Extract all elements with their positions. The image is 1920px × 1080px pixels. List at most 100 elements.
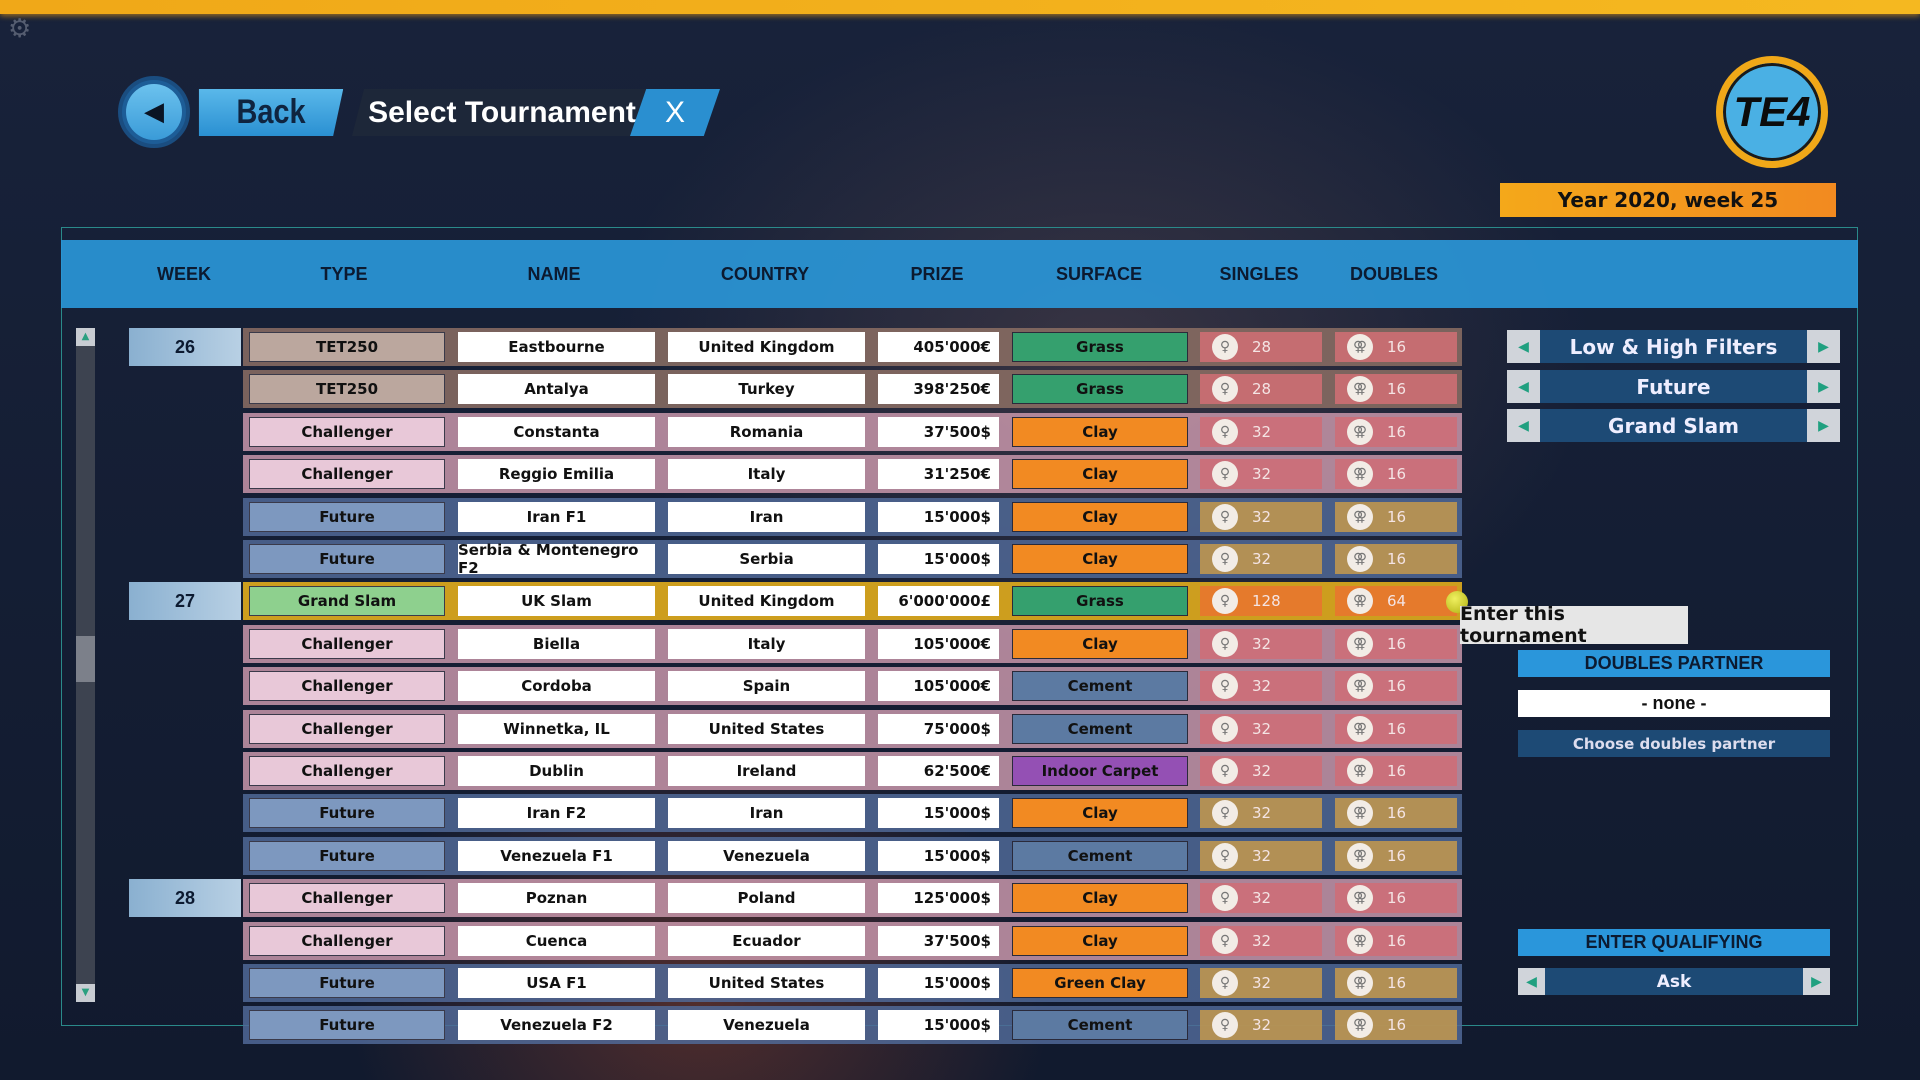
- country-cell-text: United Kingdom: [698, 338, 835, 356]
- current-date: Year 2020, week 25: [1500, 183, 1836, 217]
- singles-cell-text: 32: [1252, 846, 1272, 865]
- tournament-row[interactable]: Challenger Cordoba Spain 105'000€ Cement ♀ 32 ⚢…: [243, 667, 1462, 706]
- single-racket-icon: ♀: [1212, 715, 1238, 742]
- type-cell-text: Challenger: [301, 719, 393, 738]
- tournament-row[interactable]: Future Iran F2 Iran 15'000$ Clay ♀ 32 ⚢ 16: [243, 794, 1462, 833]
- double-racket-icon: ⚢: [1347, 927, 1373, 954]
- doubles-cell-text: 16: [1387, 507, 1407, 526]
- country-cell: Ireland: [668, 756, 865, 786]
- surface-cell-text: Cement: [1067, 677, 1133, 696]
- tournament-row[interactable]: Future USA F1 United States 15'000$ Green Cl…: [243, 964, 1462, 1002]
- doubles-cell-text: 16: [1387, 889, 1407, 908]
- name-cell: Poznan: [458, 883, 655, 914]
- scroll-up-icon[interactable]: ▲: [76, 328, 95, 346]
- settings-gear-icon[interactable]: ⚙: [8, 14, 32, 44]
- singles-cell: ♀ 32: [1200, 883, 1322, 914]
- arrow-left-icon[interactable]: ◀: [1507, 370, 1540, 403]
- country-cell: Venezuela: [668, 840, 865, 871]
- country-cell-text: Romania: [729, 422, 804, 441]
- country-cell-text: Venezuela: [723, 846, 810, 865]
- type-cell: Challenger: [249, 671, 445, 702]
- singles-cell-text: 32: [1252, 507, 1272, 526]
- name-cell: Eastbourne: [458, 332, 655, 362]
- qualifying-selector[interactable]: ◀ Ask ▶: [1518, 968, 1830, 995]
- arrow-right-icon[interactable]: ▶: [1807, 370, 1840, 403]
- prize-cell-text: 37'500$: [923, 422, 991, 441]
- tournament-row[interactable]: TET250 Antalya Turkey 398'250€ Grass ♀ 28 ⚢ 16: [243, 370, 1462, 409]
- prize-cell-text: 405'000€: [913, 338, 991, 356]
- back-arrow-button[interactable]: ◀: [118, 76, 190, 148]
- tournament-row[interactable]: Future Venezuela F2 Venezuela 15'000$ Cement…: [243, 1006, 1462, 1045]
- arrow-right-icon[interactable]: ▶: [1803, 968, 1830, 995]
- table-scrollbar[interactable]: ▲ ▼: [76, 328, 95, 1002]
- single-racket-icon: ♀: [1212, 758, 1238, 784]
- close-button[interactable]: X: [630, 89, 720, 136]
- tournament-row[interactable]: Challenger Cuenca Ecuador 37'500$ Clay ♀ 32 ⚢ 16: [243, 921, 1462, 960]
- tournament-row[interactable]: Future Serbia & Montenegro F2 Serbia 15'000…: [243, 540, 1462, 578]
- country-cell-text: Italy: [747, 465, 786, 484]
- surface-cell-text: Clay: [1082, 550, 1118, 568]
- prize-cell-text: 15'000$: [923, 974, 991, 992]
- type-cell-text: Future: [319, 1016, 375, 1035]
- tournament-row[interactable]: Challenger Reggio Emilia Italy 31'250€ Clay ♀…: [243, 455, 1462, 494]
- country-cell-text: Spain: [742, 677, 791, 696]
- tournament-row[interactable]: Challenger Constanta Romania 37'500$ Clay ♀ 32…: [243, 412, 1462, 451]
- arrow-right-icon[interactable]: ▶: [1807, 409, 1840, 442]
- tournament-row[interactable]: TET250 Eastbourne United Kingdom 405'000€ Gr…: [243, 328, 1462, 366]
- single-racket-icon: ♀: [1212, 461, 1238, 488]
- singles-cell-text: 128: [1252, 592, 1281, 611]
- prize-cell-text: 125'000$: [913, 889, 991, 908]
- prize-cell-text: 62'500€: [923, 762, 991, 780]
- back-button[interactable]: Back: [198, 89, 344, 136]
- tournament-row[interactable]: Future Venezuela F1 Venezuela 15'000$ Cement…: [243, 836, 1462, 875]
- surface-cell: Clay: [1012, 628, 1188, 659]
- country-cell-text: Turkey: [738, 380, 795, 399]
- country-cell-text: Iran: [749, 804, 784, 823]
- doubles-cell: ⚢ 16: [1335, 798, 1457, 829]
- singles-cell-text: 32: [1252, 1016, 1272, 1035]
- country-cell: Venezuela: [668, 1010, 865, 1041]
- tournament-row[interactable]: Challenger Dublin Ireland 62'500€ Indoor Car…: [243, 752, 1462, 790]
- arrow-left-icon[interactable]: ◀: [1518, 968, 1545, 995]
- tournament-row-selected[interactable]: Grand Slam UK Slam United Kingdom 6'000'000…: [243, 582, 1468, 621]
- surface-cell-text: Grass: [1076, 380, 1124, 399]
- country-cell: Iran: [668, 501, 865, 532]
- surface-cell-text: Cement: [1067, 1016, 1133, 1035]
- name-cell-text: Cordoba: [521, 677, 592, 696]
- tournament-row[interactable]: Challenger Biella Italy 105'000€ Clay ♀ 32 ⚢ 16: [243, 624, 1462, 663]
- country-cell-text: United States: [708, 974, 825, 992]
- prize-cell: 6'000'000£: [878, 586, 999, 617]
- scroll-thumb[interactable]: [76, 636, 95, 682]
- arrow-right-icon[interactable]: ▶: [1807, 330, 1840, 363]
- country-cell-text: Serbia: [739, 550, 794, 568]
- scroll-down-icon[interactable]: ▼: [76, 984, 95, 1002]
- arrow-left-icon[interactable]: ◀: [1507, 409, 1540, 442]
- doubles-cell-text: 16: [1387, 550, 1407, 568]
- singles-cell-text: 28: [1252, 380, 1272, 399]
- name-cell-text: Biella: [532, 634, 581, 653]
- single-racket-icon: ♀: [1212, 927, 1238, 954]
- doubles-cell: ⚢ 16: [1335, 671, 1457, 702]
- doubles-cell: ⚢ 16: [1335, 1010, 1457, 1041]
- filter-low[interactable]: ◀ Future ▶: [1507, 370, 1840, 403]
- prize-cell-text: 31'250€: [923, 465, 991, 484]
- name-cell-text: Iran F2: [526, 804, 587, 823]
- type-cell-text: Future: [319, 974, 375, 992]
- arrow-left-icon[interactable]: ◀: [1507, 330, 1540, 363]
- page-title: Select Tournament: [352, 89, 652, 136]
- singles-cell: ♀ 32: [1200, 713, 1322, 744]
- country-cell: United States: [668, 713, 865, 744]
- single-racket-icon: ♀: [1212, 673, 1238, 700]
- filter-high[interactable]: ◀ Grand Slam ▶: [1507, 409, 1840, 442]
- top-bar: [0, 0, 1920, 14]
- tournament-row[interactable]: Future Iran F1 Iran 15'000$ Clay ♀ 32 ⚢ 16: [243, 497, 1462, 536]
- doubles-cell: ⚢ 16: [1335, 883, 1457, 914]
- filter-label: Grand Slam: [1608, 413, 1739, 438]
- tournament-row[interactable]: Challenger Poznan Poland 125'000$ Clay ♀ 32 ⚢ 16: [243, 879, 1462, 918]
- double-racket-icon: ⚢: [1347, 758, 1373, 784]
- choose-doubles-partner-button[interactable]: Choose doubles partner: [1518, 730, 1830, 757]
- type-cell: Future: [249, 968, 445, 998]
- name-cell-text: Constanta: [513, 422, 600, 441]
- tournament-row[interactable]: Challenger Winnetka, IL United States 75'00…: [243, 709, 1462, 748]
- filter-level[interactable]: ◀ Low & High Filters ▶: [1507, 330, 1840, 363]
